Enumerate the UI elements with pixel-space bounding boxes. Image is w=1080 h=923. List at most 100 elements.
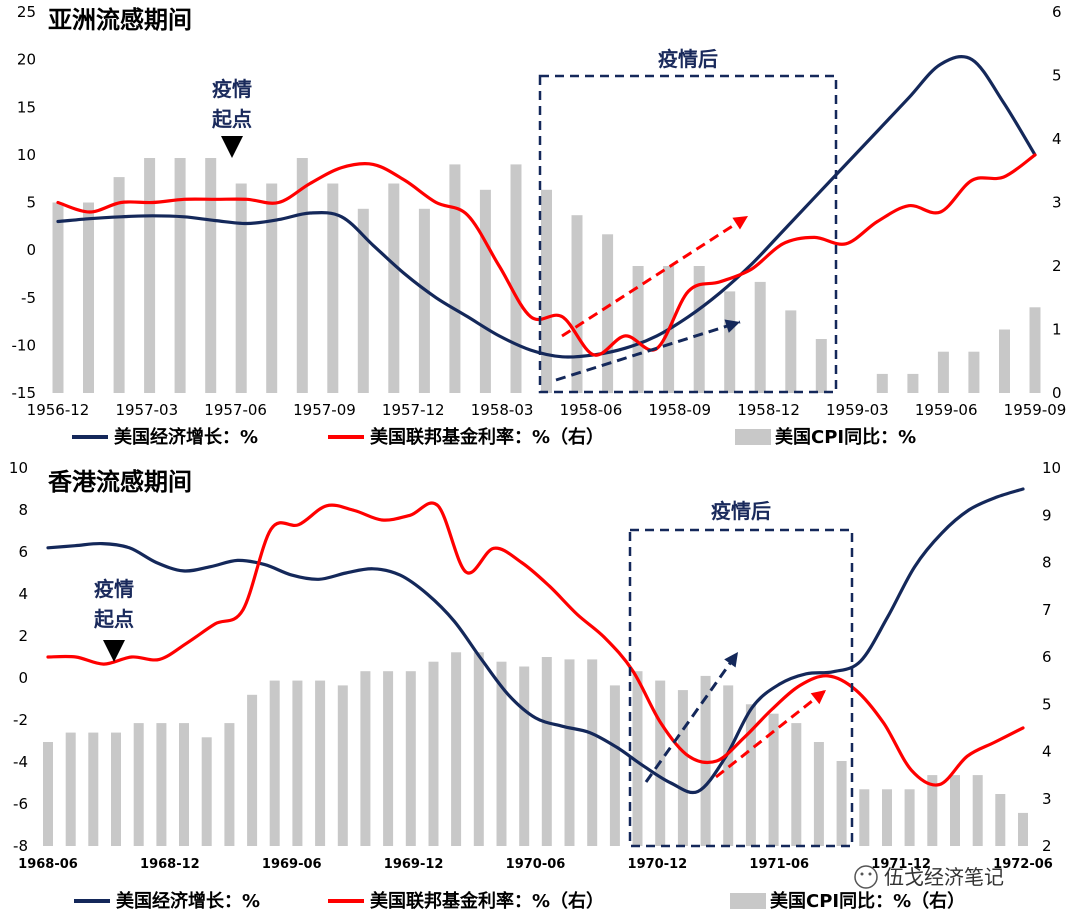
epidemic-start-label: 起点 xyxy=(93,607,134,631)
right-axis-tick-label: 6 xyxy=(1042,648,1052,666)
right-axis-tick-label: 3 xyxy=(1052,194,1062,212)
cpi-bar xyxy=(113,177,125,393)
cpi-bar xyxy=(754,281,766,393)
right-axis-tick-label: 4 xyxy=(1052,130,1062,148)
cpi-bar xyxy=(972,775,983,846)
left-axis-tick-label: 15 xyxy=(17,98,36,116)
cpi-bar xyxy=(785,310,797,393)
left-axis-tick-label: 10 xyxy=(17,146,36,164)
cpi-bar xyxy=(235,183,247,393)
cpi-bar xyxy=(519,666,530,846)
left-axis-tick-label: 10 xyxy=(9,459,28,477)
cpi-bar xyxy=(968,351,980,393)
x-axis-tick-label: 1969-06 xyxy=(262,857,322,872)
cpi-bar xyxy=(292,680,303,846)
cpi-bar xyxy=(768,713,779,846)
legend-label: 美国经济增长：% xyxy=(116,890,260,912)
right-axis-tick-label: 2 xyxy=(1052,257,1062,275)
cpi-bar xyxy=(428,661,439,846)
post-epidemic-box xyxy=(538,74,838,394)
cpi-bar xyxy=(693,266,705,393)
x-axis-tick-label: 1959-09 xyxy=(1004,401,1067,419)
rate-trend-arrow-head xyxy=(732,216,748,230)
legend-label: 美国CPI同比：% xyxy=(775,426,916,448)
cpi-bar xyxy=(473,652,484,846)
cpi-bar xyxy=(1029,307,1041,393)
left-axis-tick-label: -6 xyxy=(13,795,28,813)
cpi-bar xyxy=(927,775,938,846)
right-axis-tick-label: 3 xyxy=(1042,790,1052,808)
cpi-bar xyxy=(904,789,915,846)
cpi-bar xyxy=(405,671,416,846)
x-axis-tick-label: 1969-12 xyxy=(384,857,444,872)
cpi-bar xyxy=(383,671,394,846)
legend-label: 美国经济增长：% xyxy=(114,426,258,448)
gdp-growth-line xyxy=(56,55,1037,359)
cpi-bar xyxy=(52,202,64,393)
right-axis-tick-label: 6 xyxy=(1052,3,1062,21)
cpi-bar xyxy=(571,215,583,393)
x-axis-tick-label: 1958-06 xyxy=(560,401,623,419)
x-axis-tick-label: 1958-03 xyxy=(471,401,534,419)
cpi-bar xyxy=(791,723,802,846)
left-axis-tick-label: 2 xyxy=(18,627,28,645)
cpi-bar xyxy=(815,339,827,393)
right-axis-tick-label: 0 xyxy=(1052,384,1062,402)
cpi-bar xyxy=(995,794,1006,846)
rate-trend-arrow-head xyxy=(810,690,826,705)
x-axis-tick-label: 1958-09 xyxy=(648,401,711,419)
cpi-bar xyxy=(88,732,99,846)
fed-rate-line xyxy=(46,501,1025,787)
cpi-bar xyxy=(882,789,892,846)
right-axis-tick-label: 5 xyxy=(1052,67,1062,85)
post-epidemic-label: 疫情后 xyxy=(658,47,718,71)
right-axis-tick-label: 4 xyxy=(1042,743,1052,761)
x-axis-tick-label: 1971-06 xyxy=(749,857,809,872)
right-axis-tick-label: 2 xyxy=(1042,837,1052,855)
gdp-trend-arrow xyxy=(555,320,741,382)
epidemic-start-label: 疫情 xyxy=(94,577,134,601)
cpi-bar xyxy=(999,329,1010,393)
cpi-bar xyxy=(602,234,614,394)
x-axis-tick-label: 1970-12 xyxy=(628,857,688,872)
x-axis-tick-label: 1968-12 xyxy=(140,857,200,872)
cpi-bar xyxy=(724,291,736,393)
cpi-bar xyxy=(609,685,620,846)
cpi-bar xyxy=(745,704,756,847)
cpi-bar xyxy=(296,158,308,393)
gdp-trend-arrow-head xyxy=(724,319,740,333)
cpi-bar xyxy=(156,723,167,846)
cpi-bar xyxy=(418,208,430,393)
cpi-bar xyxy=(813,742,824,846)
x-axis-tick-label: 1958-12 xyxy=(737,401,800,419)
cpi-bar xyxy=(201,737,212,846)
epidemic-start-label: 起点 xyxy=(211,107,252,131)
cpi-bar xyxy=(449,164,461,393)
x-axis-tick-label: 1957-03 xyxy=(115,401,178,419)
chart-title: 亚洲流感期间 xyxy=(48,6,192,34)
cpi-bar xyxy=(205,158,217,393)
gdp-growth-line xyxy=(46,487,1025,795)
epidemic-start-triangle-icon xyxy=(103,640,125,662)
cpi-bar xyxy=(876,373,888,393)
cpi-bar xyxy=(337,685,348,846)
cpi-bar xyxy=(133,723,144,846)
legend-swatch-bar xyxy=(730,893,766,909)
cpi-bar xyxy=(907,373,919,393)
right-axis-tick-label: 8 xyxy=(1042,554,1052,572)
cpi-bar xyxy=(1018,812,1028,846)
cpi-bar xyxy=(315,680,326,846)
cpi-bar xyxy=(174,158,186,393)
left-axis-tick-label: 0 xyxy=(26,241,36,259)
hk-flu-chart: 香港流感期间 10 8 6 4 2 0 -2 -4 -6 -8 10 9 8 7 6 5 4 3 2 1968-06 19… xyxy=(9,459,1061,912)
cpi-bar xyxy=(587,659,598,846)
cpi-bar xyxy=(360,671,371,846)
legend-label: 美国联邦基金利率：%（右） xyxy=(370,426,604,448)
x-axis-tick-label: 1957-06 xyxy=(204,401,267,419)
left-axis-tick-label: -8 xyxy=(13,837,28,855)
right-axis-tick-label: 10 xyxy=(1042,459,1061,477)
x-axis-tick-label: 1970-06 xyxy=(506,857,566,872)
left-axis-tick-label: -10 xyxy=(12,336,37,354)
gdp-trend-arrow xyxy=(644,651,740,783)
